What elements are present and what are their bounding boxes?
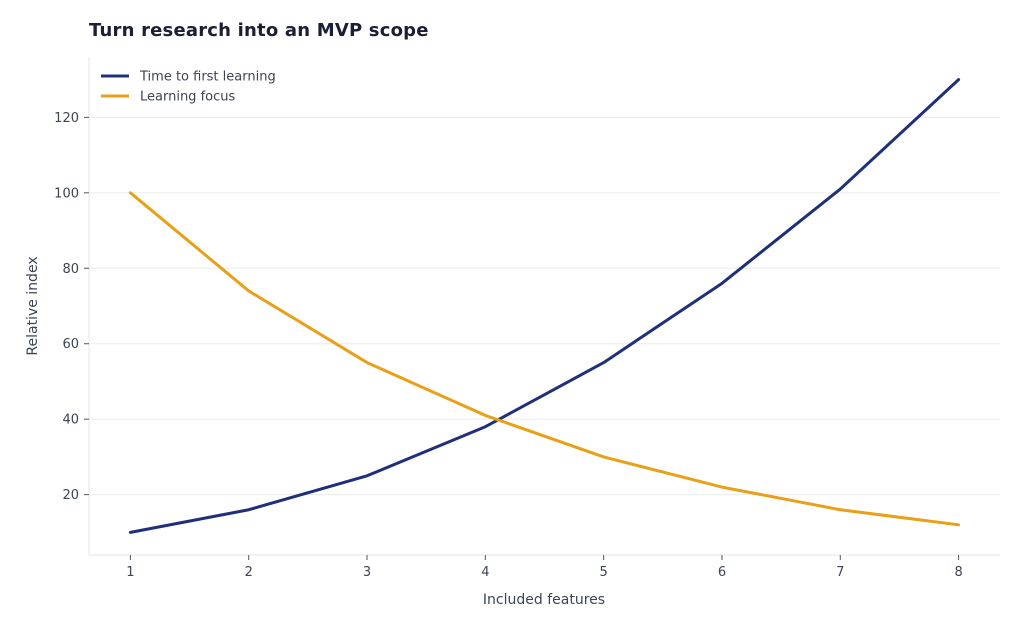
x-ticks: 1 2 3 4 5 6 7 8: [126, 555, 963, 580]
y-ticks: 20 40 60 80 100 120: [54, 111, 89, 503]
x-tick-label: 8: [954, 565, 962, 580]
y-tick-label: 100: [54, 186, 79, 201]
y-tick-label: 120: [54, 111, 79, 126]
y-tick-label: 60: [62, 337, 79, 352]
x-tick-label: 1: [126, 565, 134, 580]
grid-lines: [89, 116, 1000, 496]
series-lines: [128, 78, 961, 534]
y-tick-label: 20: [62, 488, 79, 503]
y-axis-label: Relative index: [25, 256, 41, 355]
x-tick-label: 5: [600, 565, 608, 580]
y-tick-label: 40: [62, 413, 79, 428]
legend-label: Time to first learning: [139, 70, 276, 85]
axes: [88, 57, 1000, 556]
x-tick-label: 6: [718, 565, 726, 580]
x-tick-label: 3: [363, 565, 371, 580]
y-tick-label: 80: [62, 262, 79, 277]
series-line-0: [128, 78, 961, 534]
x-tick-label: 7: [836, 565, 844, 580]
legend: Time to first learning Learning focus: [101, 70, 276, 105]
x-tick-label: 4: [481, 565, 489, 580]
x-tick-label: 2: [245, 565, 253, 580]
series-line-1: [128, 191, 961, 527]
x-axis-label: Included features: [483, 592, 605, 608]
chart-title: Turn research into an MVP scope: [89, 20, 429, 41]
legend-label: Learning focus: [140, 90, 235, 105]
